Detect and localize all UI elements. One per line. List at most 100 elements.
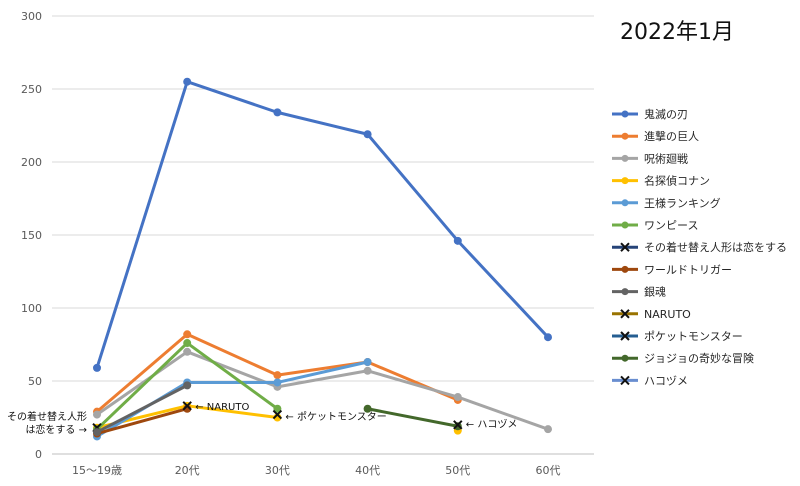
data-point (273, 404, 282, 413)
legend-label: NARUTO (644, 308, 691, 321)
series-line-segment (275, 110, 370, 136)
data-point (453, 236, 462, 245)
x-tick-label: 30代 (265, 464, 290, 477)
legend-item: 名探偵コナン (612, 174, 710, 188)
legend-item: 進撃の巨人 (612, 129, 699, 143)
legend-label: ワールドトリガー (644, 263, 732, 276)
series-line-segment (366, 369, 460, 399)
legend-item: その着せ替え人形は恋をする (612, 240, 787, 254)
legend-label: 呪術廻戦 (644, 152, 688, 165)
data-point (182, 401, 192, 411)
legend-item: 銀魂 (612, 285, 666, 299)
series-line-segment (456, 395, 550, 431)
legend-item: ワンピース (612, 219, 698, 232)
annotation-label: その着せ替え人形 (7, 410, 87, 423)
data-point (93, 410, 101, 419)
y-tick-label: 150 (21, 229, 42, 242)
legend-marker (620, 375, 630, 386)
series-8 (93, 381, 192, 437)
data-point (273, 371, 282, 380)
legend-marker (621, 177, 629, 185)
data-point (544, 425, 552, 434)
y-tick-label: 50 (28, 375, 42, 388)
data-point (93, 428, 101, 437)
series-line-segment (456, 239, 550, 339)
series-1 (93, 330, 462, 416)
series-line-segment (95, 407, 189, 436)
y-tick-label: 0 (35, 448, 42, 461)
x-tick-label: 50代 (445, 464, 470, 477)
series-10 (272, 409, 283, 420)
x-tick-label: 60代 (536, 464, 561, 477)
legend-item: 王様ランキング (612, 196, 721, 210)
legend-marker (621, 288, 629, 296)
legend-marker (621, 199, 629, 207)
legend-marker (620, 331, 630, 341)
series-line-segment (95, 350, 189, 417)
series-line-segment (95, 383, 189, 434)
y-tick-label: 250 (21, 83, 42, 96)
legend-marker (621, 265, 629, 273)
series-line-segment (95, 80, 189, 370)
data-point (93, 363, 101, 372)
annotation-label: ← ポケットモンスター (285, 411, 386, 423)
series-line-segment (275, 369, 370, 389)
series-2 (93, 347, 552, 434)
series-line-segment (95, 332, 189, 414)
legend-item: 鬼滅の刃 (612, 107, 688, 121)
series-line-segment (366, 132, 460, 243)
annotation-label: ← ハコヅメ (466, 418, 518, 430)
series-line-segment (275, 360, 370, 384)
series-line-segment (366, 407, 460, 428)
legend-marker (621, 221, 629, 229)
series-line-segment (185, 80, 279, 114)
data-point (272, 409, 283, 420)
data-point (363, 404, 372, 413)
data-point (453, 422, 462, 431)
legend-label: ワンピース (644, 219, 698, 232)
data-point (363, 366, 372, 375)
legend-label: 名探偵コナン (644, 174, 710, 188)
legend-label: 王様ランキング (644, 196, 721, 210)
legend-marker (621, 154, 629, 162)
data-point (183, 347, 192, 356)
series-line-segment (95, 341, 189, 431)
data-point (183, 381, 192, 390)
legend-label: ジョジョの奇妙な冒険 (644, 351, 754, 365)
series-12 (453, 420, 463, 430)
series-11 (363, 404, 462, 431)
y-tick-label: 100 (21, 302, 42, 315)
series-line-segment (185, 341, 279, 411)
legend-label: ポケットモンスター (644, 330, 743, 343)
legend-marker (621, 132, 629, 140)
x-tick-label: 15〜19歳 (72, 464, 122, 477)
legend-label: ハコヅメ (644, 374, 688, 387)
legend-marker (620, 309, 630, 319)
data-point (363, 130, 372, 139)
data-point (183, 77, 192, 86)
series-line-segment (185, 404, 279, 419)
legend-item: 呪術廻戦 (612, 152, 688, 165)
legend-item: ワールドトリガー (612, 263, 732, 276)
series-9 (182, 401, 192, 411)
legend-marker (621, 110, 629, 118)
legend-label: 鬼滅の刃 (644, 107, 688, 121)
annotation-label: ← NARUTO (195, 402, 249, 413)
chart-title: 2022年1月 (620, 20, 734, 45)
data-point (453, 393, 462, 402)
legend-label: 進撃の巨人 (644, 129, 699, 143)
series-0 (93, 77, 552, 372)
gridlines (52, 15, 594, 455)
series-line-segment (185, 332, 279, 377)
legend-item: ジョジョの奇妙な冒険 (612, 351, 754, 365)
legend-item: ハコヅメ (612, 374, 688, 387)
legend-marker (621, 354, 629, 362)
annotation-label: は恋をする → (25, 423, 87, 436)
legend-item: ポケットモンスター (612, 330, 743, 343)
y-tick-label: 300 (21, 10, 42, 23)
data-point (363, 358, 372, 367)
x-tick-label: 40代 (355, 464, 380, 477)
legend-marker (620, 242, 630, 252)
data-point (453, 420, 463, 430)
